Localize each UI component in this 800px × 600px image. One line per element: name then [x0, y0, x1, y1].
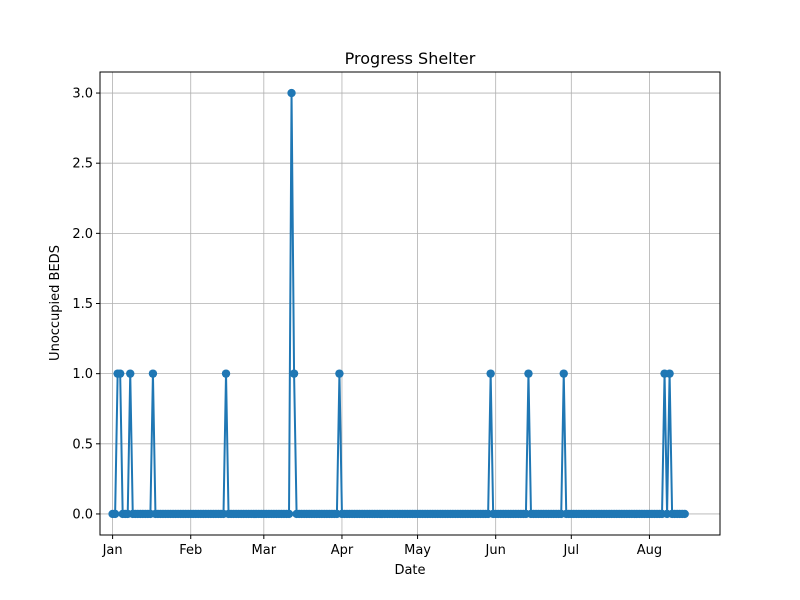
- x-tick-label: Mar: [252, 543, 277, 558]
- y-axis-label: Unoccupied BEDS: [48, 245, 63, 361]
- x-tick-label: May: [404, 543, 431, 558]
- data-point: [284, 509, 294, 519]
- data-point: [486, 369, 495, 378]
- series-layer: [108, 88, 689, 519]
- x-tick-label: Jan: [102, 543, 123, 558]
- x-axis-label: Date: [394, 563, 425, 578]
- data-point: [126, 369, 135, 378]
- data-point: [287, 88, 296, 98]
- x-tick-label: Jul: [562, 543, 579, 558]
- data-point: [289, 369, 299, 378]
- chart-title: Progress Shelter: [345, 49, 476, 68]
- data-point: [110, 509, 120, 519]
- x-tick-label: Jun: [485, 543, 506, 558]
- y-tick-label: 2.0: [72, 227, 93, 242]
- data-point: [665, 369, 674, 378]
- y-tick-label: 1.0: [72, 367, 93, 382]
- y-tick-label: 0.5: [72, 437, 93, 452]
- y-tick-label: 1.5: [72, 297, 93, 312]
- tick-layer: Jan Feb Mar Apr May Jun Jul Aug 0.0 0.5 1.0 1.5 2.0 2…: [72, 87, 662, 558]
- data-point: [524, 369, 533, 378]
- data-point: [148, 369, 158, 378]
- y-tick-label: 3.0: [72, 87, 93, 102]
- data-point: [221, 369, 231, 378]
- data-point: [335, 369, 344, 378]
- data-point: [115, 369, 125, 378]
- x-tick-label: Apr: [331, 543, 354, 558]
- x-tick-label: Feb: [179, 543, 202, 558]
- y-tick-label: 0.0: [72, 507, 93, 522]
- x-tick-label: Aug: [637, 543, 662, 558]
- data-point: [680, 509, 689, 519]
- y-tick-label: 2.5: [72, 157, 93, 172]
- data-point: [559, 369, 568, 378]
